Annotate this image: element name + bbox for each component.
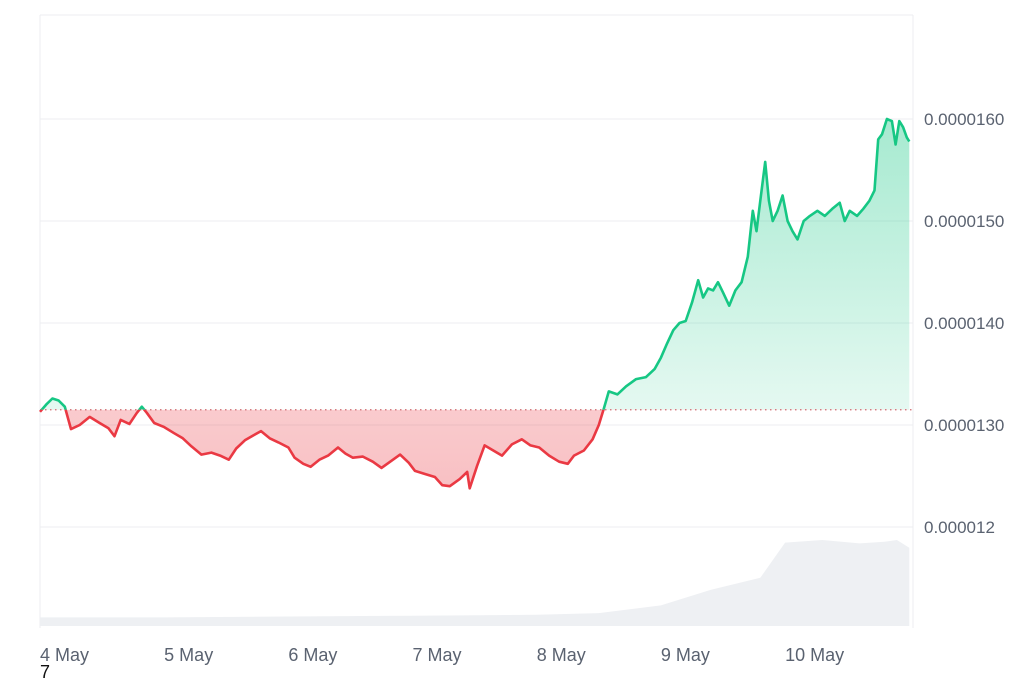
y-tick-label: 0.0000130 [924,416,1004,435]
area-above-baseline [40,119,910,410]
price-area [40,119,910,489]
x-tick-label: 6 May [288,645,337,665]
price-line [39,117,911,490]
volume-shape [40,540,910,626]
y-axis-labels: 0.000012 0.0000130 0.0000140 0.0000150 0.000… [924,110,1004,537]
price-line-down [39,409,605,490]
y-tick-label: 0.000012 [924,518,995,537]
x-tick-label: 7 May [413,645,462,665]
x-tick-label: 9 May [661,645,710,665]
y-tick-label: 0.0000160 [924,110,1004,129]
x-tick-label: 4 May [40,645,89,665]
corner-note: 7 [40,662,51,682]
x-tick-label: 5 May [164,645,213,665]
x-tick-label: 10 May [785,645,844,665]
x-axis-labels: 4 May 5 May 6 May 7 May 8 May 9 May 10 May [40,645,844,665]
price-line-up [40,117,911,410]
volume-area [40,540,910,626]
x-tick-label: 8 May [537,645,586,665]
y-tick-label: 0.0000150 [924,212,1004,231]
plot-frame [39,14,914,628]
area-below-baseline [40,409,604,489]
y-tick-label: 0.0000140 [924,314,1004,333]
